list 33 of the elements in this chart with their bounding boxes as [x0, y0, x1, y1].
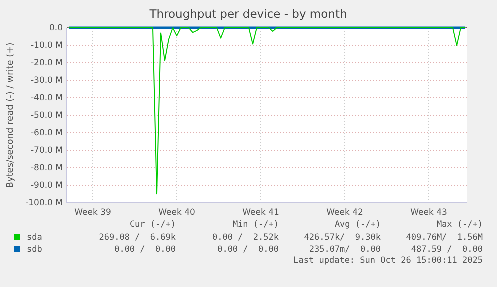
legend-label: sdb — [27, 245, 42, 255]
chart-title: Throughput per device - by month — [148, 7, 348, 21]
text: Min (-/+) — [232, 220, 279, 230]
y-axis-title: Bytes/second read (-) / write (+) — [6, 42, 16, 188]
text: Cur (-/+) — [130, 220, 176, 230]
text: 235.07m/ 0.00 — [309, 245, 381, 255]
text: 0.00 / 0.00 — [218, 245, 279, 255]
text: Avg (-/+) — [334, 220, 381, 230]
text: 0.00 / 0.00 — [114, 245, 176, 255]
y-tick-label: -10.0 M — [30, 41, 63, 52]
y-tick-label: -60.0 M — [30, 128, 63, 139]
y-tick-label: -50.0 M — [30, 111, 63, 122]
text: 487.59 / 0.00 — [411, 245, 483, 255]
text: 426.57k/ 9.30k — [304, 233, 381, 243]
x-tick-label: Week 41 — [242, 208, 280, 218]
x-tick-label: Week 39 — [74, 208, 112, 218]
y-tick-label: -30.0 M — [30, 76, 63, 86]
y-tick-label: -90.0 M — [30, 181, 63, 192]
x-tick-label: Week 43 — [410, 208, 448, 218]
y-tick-label: -100.0 M — [26, 198, 63, 209]
y-tick-label: -40.0 M — [30, 94, 63, 104]
text: 409.76M/ 1.56M — [406, 233, 483, 243]
y-tick-label: -70.0 M — [30, 146, 63, 156]
y-tick-label: 0.0 — [49, 24, 63, 34]
x-tick-label: Week 40 — [158, 208, 196, 218]
legend-label: sda — [27, 233, 42, 243]
text: 0.00 / 2.52k — [212, 233, 279, 243]
text: Max (-/+) — [436, 220, 483, 230]
y-tick-label: -80.0 M — [30, 164, 63, 174]
y-tick-label: -20.0 M — [30, 58, 63, 69]
text: 269.08 / 6.69k — [99, 233, 176, 243]
x-tick-label: Week 42 — [326, 208, 364, 218]
text: Last update: Sun Oct 26 15:00:11 2025 — [294, 256, 483, 266]
